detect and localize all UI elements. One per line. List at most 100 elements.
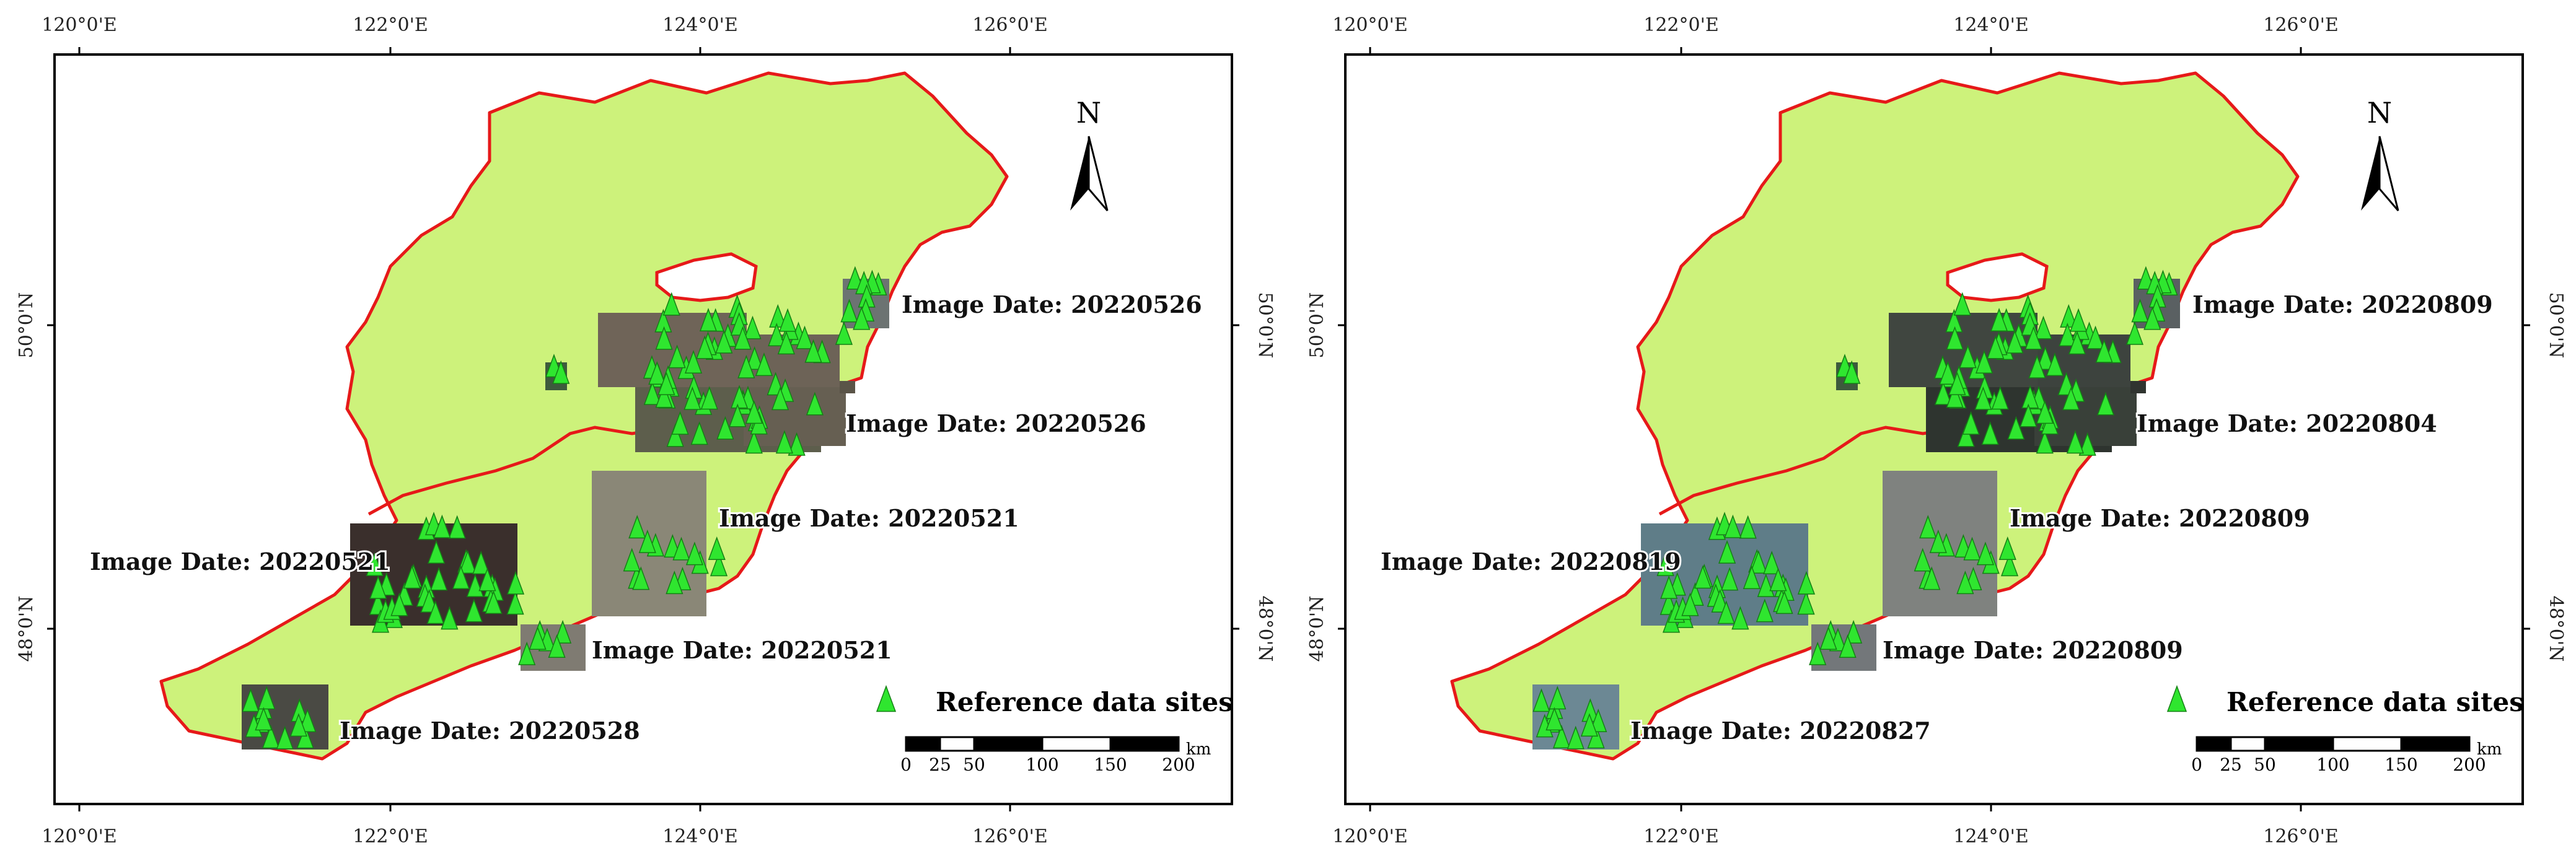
- lat-label-right: 48°0'N: [1254, 596, 1276, 662]
- reference-site-marker: [430, 567, 448, 591]
- lat-label-right: 50°0'N: [2545, 292, 2567, 359]
- reference-site-marker: [768, 322, 786, 346]
- reference-site-marker: [737, 354, 755, 378]
- scale-tick-label: 0: [900, 754, 912, 775]
- north-label: N: [2367, 96, 2392, 129]
- scale-unit: km: [1186, 740, 1211, 759]
- image-date-label: Image Date: 20220526: [902, 291, 1202, 318]
- lon-label-bottom: 126°0'E: [972, 826, 1048, 847]
- reference-site-marker: [1724, 514, 1742, 538]
- reference-site-marker: [554, 619, 572, 644]
- reference-site-marker: [1763, 551, 1781, 575]
- reference-site-marker: [715, 330, 733, 354]
- reference-site-marker: [448, 515, 466, 539]
- lon-label-bottom: 120°0'E: [42, 826, 117, 847]
- reference-site-marker: [1660, 575, 1678, 599]
- reference-site-marker: [1552, 725, 1571, 749]
- reference-site-marker: [390, 592, 408, 616]
- reference-site-marker: [296, 725, 314, 749]
- lon-label-top: 120°0'E: [1332, 14, 1408, 36]
- reference-site-marker: [1743, 565, 1761, 589]
- lon-label-bottom: 124°0'E: [662, 826, 738, 847]
- reference-site-marker: [846, 266, 864, 290]
- reference-site-marker: [1959, 344, 1977, 369]
- reference-site-marker: [745, 400, 763, 424]
- reference-site-marker: [258, 686, 276, 710]
- reference-site-marker: [2059, 322, 2077, 346]
- reference-site-marker: [1946, 384, 1964, 408]
- reference-site-marker: [459, 549, 477, 574]
- reference-site-marker: [1946, 326, 1964, 350]
- reference-site-marker: [2036, 430, 2054, 454]
- reference-site-marker: [666, 423, 684, 447]
- reference-site-marker: [1914, 548, 1932, 572]
- scale-segment: [939, 736, 975, 752]
- reference-site-marker: [1731, 606, 1749, 630]
- reference-site-marker: [2024, 326, 2042, 350]
- image-date-label: Image Date: 20220809: [2192, 291, 2493, 318]
- reference-site-marker: [853, 306, 871, 330]
- reference-site-marker: [777, 331, 795, 355]
- north-arrow: N: [1070, 96, 1109, 211]
- reference-site-marker: [685, 541, 703, 566]
- north-arrow-right: [2378, 136, 2399, 211]
- lon-label-top: 120°0'E: [42, 14, 117, 36]
- scale-segment: [905, 736, 941, 752]
- reference-site-marker: [2000, 553, 2019, 577]
- reference-site-marker: [1939, 361, 1957, 385]
- reference-site-marker: [529, 626, 547, 650]
- reference-site-marker: [804, 339, 822, 363]
- lon-label-bottom: 122°0'E: [353, 826, 428, 847]
- reference-site-marker: [662, 292, 680, 316]
- reference-site-marker: [1545, 707, 1563, 731]
- reference-site-marker: [2068, 331, 2086, 355]
- image-date-label: Image Date: 20220526: [846, 409, 1146, 437]
- reference-site-marker: [2069, 308, 2088, 332]
- reference-site-marker: [648, 361, 666, 385]
- image-date-label: Image Date: 20220804: [2137, 409, 2437, 437]
- reference-site-marker: [690, 421, 708, 445]
- scale-tick-label: 50: [2254, 754, 2276, 775]
- scale-segment: [2264, 736, 2334, 752]
- reference-site-marker: [1974, 386, 1992, 410]
- lon-label-top: 122°0'E: [353, 14, 428, 36]
- reference-site-marker: [1580, 713, 1598, 737]
- reference-site-marker: [840, 299, 858, 323]
- scale-unit: km: [2477, 740, 2502, 759]
- lon-label-bottom: 124°0'E: [1953, 826, 2029, 847]
- reference-site-marker: [734, 326, 752, 350]
- reference-site-marker: [1739, 515, 1757, 539]
- reference-site-marker: [643, 381, 661, 405]
- reference-site-marker: [1587, 725, 1605, 749]
- reference-site-marker: [485, 590, 503, 614]
- reference-site-marker: [684, 386, 701, 410]
- reference-site-marker: [1839, 634, 1857, 658]
- reference-site-marker: [666, 570, 684, 595]
- image-date-label: Image Date: 20220521: [90, 548, 390, 575]
- reference-site-marker: [1981, 421, 1999, 445]
- reference-site-marker: [655, 384, 673, 408]
- reference-site-marker: [1797, 570, 1816, 595]
- reference-site-marker: [441, 606, 459, 630]
- lon-label-bottom: 126°0'E: [2263, 826, 2339, 847]
- lon-label-bottom: 122°0'E: [1643, 826, 1719, 847]
- reference-site-marker: [2020, 403, 2038, 427]
- reference-site-marker: [506, 570, 525, 595]
- reference-site-marker: [1756, 598, 1774, 623]
- reference-site-marker: [2006, 330, 2024, 354]
- scale-tick-label: 25: [2220, 754, 2242, 775]
- north-arrow-left: [2361, 136, 2380, 211]
- scale-segment: [2230, 736, 2266, 752]
- reference-site-marker: [1962, 411, 1980, 435]
- reference-site-marker: [716, 416, 734, 440]
- scale-segment: [973, 736, 1044, 752]
- reference-site-marker: [1549, 686, 1567, 710]
- image-date-label: Image Date: 20220528: [340, 717, 640, 745]
- scale-tick-label: 100: [2316, 754, 2349, 775]
- reference-site-marker: [2066, 430, 2085, 454]
- scale-tick-label: 25: [929, 754, 951, 775]
- reference-site-marker: [1718, 540, 1736, 564]
